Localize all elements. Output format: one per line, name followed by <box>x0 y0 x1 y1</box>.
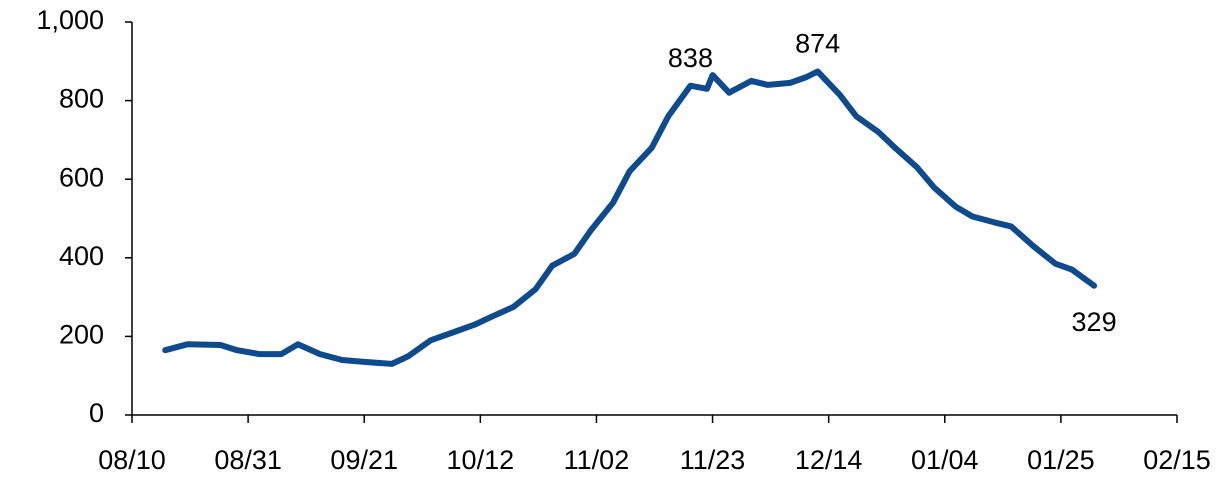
y-tick-label: 800 <box>59 84 104 114</box>
x-tick-label: 01/25 <box>1027 445 1095 475</box>
x-tick-label: 08/10 <box>98 445 166 475</box>
y-tick-label: 1,000 <box>36 5 104 35</box>
y-tick-label: 0 <box>89 398 104 428</box>
data-label: 838 <box>668 43 713 73</box>
x-tick-label: 01/04 <box>911 445 979 475</box>
data-label: 874 <box>795 29 840 59</box>
data-label: 329 <box>1072 307 1117 337</box>
x-tick-label: 11/23 <box>680 445 746 475</box>
line <box>162 68 1098 367</box>
x-tick-label: 12/14 <box>795 445 863 475</box>
x-tick-label: 09/21 <box>330 445 398 475</box>
x-tick-label: 11/02 <box>564 445 630 475</box>
y-tick-label: 600 <box>59 162 104 192</box>
y-tick-label: 400 <box>59 241 104 271</box>
x-tick-label: 10/12 <box>447 445 515 475</box>
x-tick-label: 02/15 <box>1143 445 1211 475</box>
x-tick-label: 08/31 <box>214 445 282 475</box>
y-tick-label: 200 <box>59 320 104 350</box>
